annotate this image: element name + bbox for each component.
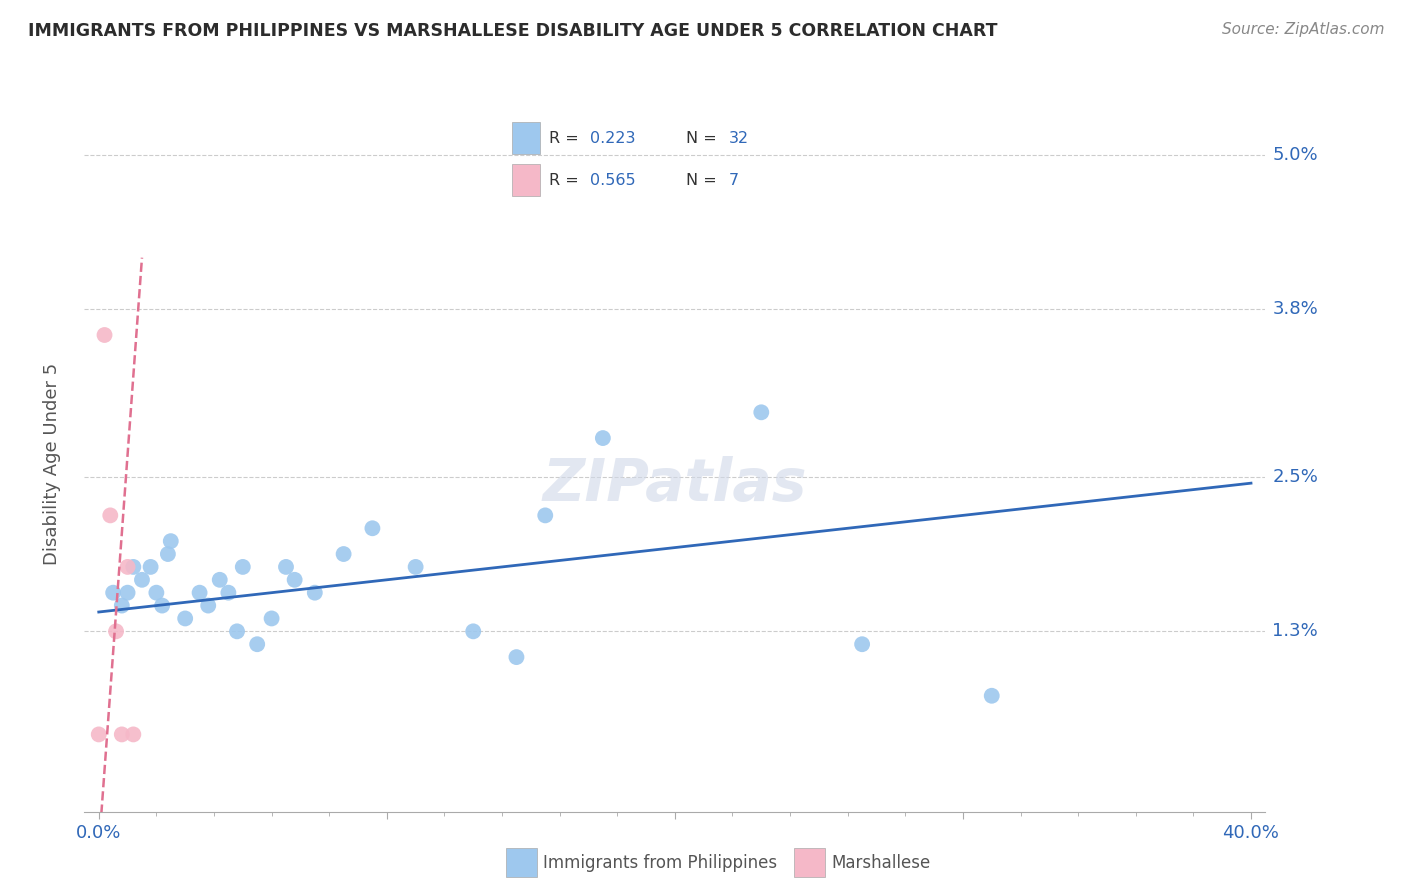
Point [188, 585, 211, 599]
Point [246, 637, 269, 651]
Point [117, 585, 139, 599]
Text: 5.0%: 5.0% [1272, 145, 1317, 163]
Point [174, 611, 197, 625]
Point [463, 624, 485, 639]
Point [208, 573, 231, 587]
Text: 0.565: 0.565 [589, 173, 636, 187]
Point [105, 624, 128, 639]
Point [226, 624, 249, 639]
FancyBboxPatch shape [512, 122, 540, 154]
Y-axis label: Disability Age Under 5: Disability Age Under 5 [42, 363, 60, 565]
Point [592, 431, 614, 445]
Point [232, 560, 254, 574]
Point [260, 611, 283, 625]
Point [851, 637, 873, 651]
Point [534, 508, 557, 523]
Text: Source: ZipAtlas.com: Source: ZipAtlas.com [1222, 22, 1385, 37]
Point [101, 585, 124, 599]
Text: 1.3%: 1.3% [1272, 623, 1319, 640]
Text: Immigrants from Philippines: Immigrants from Philippines [543, 854, 778, 871]
Point [749, 405, 772, 419]
Text: 0.223: 0.223 [589, 131, 636, 145]
Point [111, 599, 134, 613]
Point [274, 560, 297, 574]
Point [304, 585, 326, 599]
Text: 7: 7 [728, 173, 740, 187]
Point [332, 547, 354, 561]
Text: ZIPatlas: ZIPatlas [543, 456, 807, 513]
Point [139, 560, 162, 574]
Point [122, 727, 145, 741]
FancyBboxPatch shape [512, 164, 540, 196]
Point [361, 521, 384, 535]
Point [197, 599, 219, 613]
Point [131, 573, 153, 587]
Point [284, 573, 307, 587]
Point [217, 585, 239, 599]
Text: N =: N = [686, 131, 721, 145]
Point [405, 560, 427, 574]
Point [150, 599, 173, 613]
Text: IMMIGRANTS FROM PHILIPPINES VS MARSHALLESE DISABILITY AGE UNDER 5 CORRELATION CH: IMMIGRANTS FROM PHILIPPINES VS MARSHALLE… [28, 22, 998, 40]
Point [117, 560, 139, 574]
Point [93, 328, 115, 343]
Point [145, 585, 167, 599]
Point [156, 547, 179, 561]
Point [122, 560, 145, 574]
Point [159, 534, 181, 549]
Text: R =: R = [550, 131, 585, 145]
Text: R =: R = [550, 173, 585, 187]
Point [98, 508, 121, 523]
Point [980, 689, 1002, 703]
Point [505, 650, 527, 665]
Text: Marshallese: Marshallese [831, 854, 931, 871]
Text: 2.5%: 2.5% [1272, 467, 1319, 486]
Point [87, 727, 110, 741]
Point [111, 727, 134, 741]
Text: 32: 32 [728, 131, 749, 145]
Text: N =: N = [686, 173, 721, 187]
Text: 3.8%: 3.8% [1272, 301, 1319, 318]
